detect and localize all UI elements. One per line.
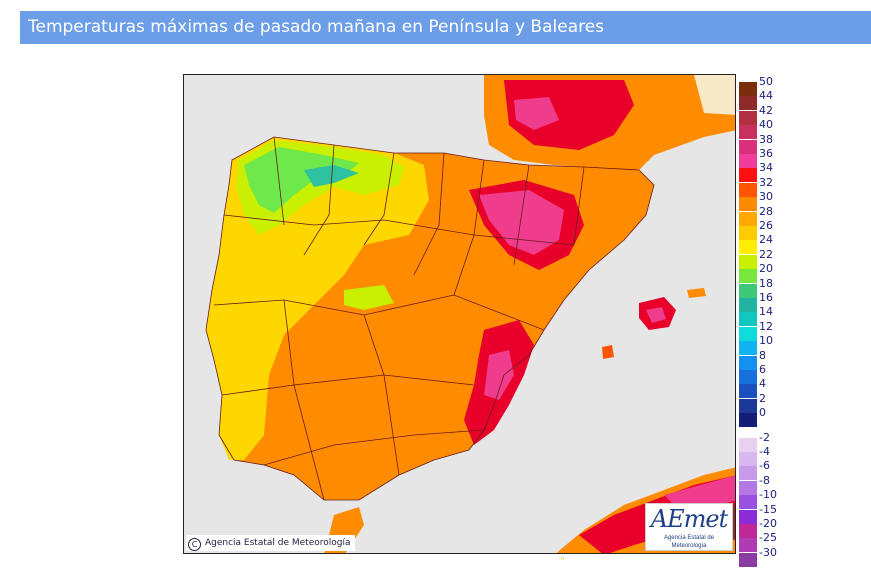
ibiza-island xyxy=(602,345,614,359)
legend-swatch xyxy=(739,355,757,370)
logo-word: AEmet xyxy=(650,505,728,533)
legend-swatch xyxy=(739,254,757,269)
legend-swatch xyxy=(739,96,757,111)
legend-swatch xyxy=(739,226,757,240)
legend-swatch xyxy=(739,154,757,168)
france-hot-zone xyxy=(504,80,634,150)
legend-label: 12 xyxy=(759,319,773,333)
legend-swatch xyxy=(739,452,757,466)
legend-label: 40 xyxy=(759,118,773,132)
legend-label: 10 xyxy=(759,334,773,348)
legend-label: 38 xyxy=(759,132,773,146)
mallorca-hot-36 xyxy=(646,307,666,323)
page-title: Temperaturas máximas de pasado mañana en… xyxy=(20,11,871,44)
copyright-text: Agencia Estatal de Meteorología xyxy=(205,538,351,548)
legend-swatch xyxy=(739,82,757,96)
legend-label: 42 xyxy=(759,103,773,117)
legend-swatch xyxy=(739,283,757,298)
legend-swatch xyxy=(739,298,757,312)
legend-label: -15 xyxy=(759,502,777,516)
legend-swatch xyxy=(739,197,757,212)
legend-swatch xyxy=(739,341,757,356)
legend-swatch xyxy=(739,125,757,140)
legend-swatch xyxy=(739,211,757,226)
temperature-map: C Agencia Estatal de Meteorología AEmet A… xyxy=(183,74,736,554)
legend-label: 32 xyxy=(759,175,773,189)
france-unmapped xyxy=(694,75,735,115)
legend-swatch xyxy=(739,110,757,125)
legend-label: -4 xyxy=(759,445,770,458)
legend-label: 4 xyxy=(759,377,766,391)
legend-swatch xyxy=(739,466,757,481)
legend-swatch xyxy=(739,524,757,538)
legend-label: 36 xyxy=(759,147,773,160)
legend-label: -8 xyxy=(759,473,770,487)
legend-label: -2 xyxy=(759,430,770,444)
legend-label: 28 xyxy=(759,204,773,218)
legend-label: 22 xyxy=(759,247,773,261)
legend-swatch xyxy=(739,413,757,428)
legend-label: 34 xyxy=(759,161,773,175)
legend-label: 44 xyxy=(759,89,773,103)
legend-label: 20 xyxy=(759,262,773,276)
legend-swatch xyxy=(739,326,757,341)
legend-label: 26 xyxy=(759,219,773,232)
province-borders xyxy=(205,136,655,501)
map-graphic xyxy=(184,75,735,553)
center-cool-patch xyxy=(344,285,394,310)
legend-label: 50 xyxy=(759,75,773,88)
north-green-zone xyxy=(244,147,359,213)
legend-swatch xyxy=(739,509,757,524)
legend-swatch xyxy=(739,182,757,197)
legend-swatch xyxy=(739,495,757,510)
aemet-logo: AEmet Agencia Estatal de Meteorología xyxy=(645,503,733,551)
legend-swatch xyxy=(739,240,757,255)
menorca-island xyxy=(687,288,706,298)
logo-subtitle: Agencia Estatal de Meteorología xyxy=(663,535,715,549)
legend-swatch xyxy=(739,269,757,284)
legend-swatch xyxy=(739,398,757,413)
legend-swatch xyxy=(739,168,757,183)
copyright-icon: C xyxy=(188,538,201,551)
legend-label: 2 xyxy=(759,391,766,405)
legend-swatch xyxy=(739,552,757,567)
france-hot-36 xyxy=(514,97,559,130)
legend-swatch xyxy=(739,370,757,384)
legend-label: 0 xyxy=(759,406,766,420)
legend-label: -20 xyxy=(759,517,777,530)
legend-swatch xyxy=(739,384,757,399)
legend-label: 14 xyxy=(759,305,773,319)
legend-label: 8 xyxy=(759,348,766,362)
legend-swatch xyxy=(739,480,757,495)
legend-swatch xyxy=(739,538,757,553)
legend-swatch xyxy=(739,437,757,452)
legend-label: -10 xyxy=(759,488,777,502)
legend-label: 16 xyxy=(759,291,773,304)
legend-label: -30 xyxy=(759,545,777,559)
legend-label: 30 xyxy=(759,190,773,204)
legend-label: -25 xyxy=(759,531,777,545)
ebro-hot-36 xyxy=(479,190,564,255)
copyright-notice: C Agencia Estatal de Meteorología xyxy=(186,535,355,551)
legend-swatch xyxy=(739,139,757,154)
legend-label: 24 xyxy=(759,233,773,247)
legend-swatch xyxy=(739,312,757,327)
stray-mark: " xyxy=(561,556,565,566)
legend-label: 6 xyxy=(759,363,766,376)
legend-label: 18 xyxy=(759,276,773,290)
legend-label: -6 xyxy=(759,459,770,473)
east-hot-36 xyxy=(484,350,514,400)
